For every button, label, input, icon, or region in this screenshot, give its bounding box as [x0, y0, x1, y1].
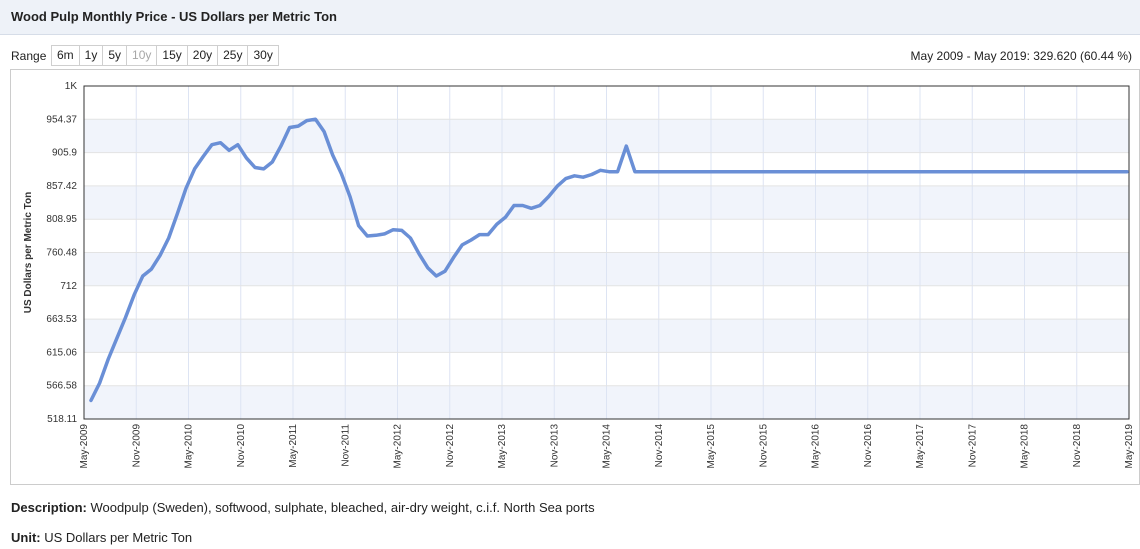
range-button-30y[interactable]: 30y — [247, 45, 279, 66]
x-tick-label: May-2017 — [915, 424, 926, 469]
y-tick-label: 712 — [60, 281, 77, 292]
unit-label: Unit: — [11, 530, 41, 545]
description-label: Description: — [11, 500, 87, 515]
x-tick-label: Nov-2010 — [236, 424, 247, 468]
y-tick-label: 663.53 — [46, 314, 77, 325]
y-tick-label: 566.58 — [46, 381, 77, 392]
x-tick-label: Nov-2015 — [758, 424, 769, 468]
range-button-1y[interactable]: 1y — [78, 45, 104, 66]
range-button-group: 6m 1y 5y 10y 15y 20y 25y 30y — [51, 45, 279, 66]
range-button-20y[interactable]: 20y — [186, 45, 219, 66]
y-tick-label: 954.37 — [46, 114, 77, 125]
x-tick-label: May-2010 — [184, 424, 195, 469]
x-tick-label: Nov-2012 — [445, 424, 456, 468]
description-text: Woodpulp (Sweden), softwood, sulphate, b… — [86, 500, 595, 515]
x-tick-label: May-2015 — [706, 424, 717, 469]
y-tick-label: 518.11 — [47, 414, 77, 425]
x-tick-label: Nov-2009 — [131, 424, 142, 468]
unit-text: US Dollars per Metric Ton — [40, 530, 193, 545]
x-tick-label: May-2011 — [288, 424, 299, 468]
chart-title: Wood Pulp Monthly Price - US Dollars per… — [11, 9, 337, 24]
range-button-15y[interactable]: 15y — [156, 45, 188, 66]
range-button-25y[interactable]: 25y — [217, 45, 249, 66]
x-tick-label: Nov-2011 — [340, 424, 351, 467]
y-axis-label: US Dollars per Metric Ton — [23, 192, 34, 314]
x-tick-label: May-2014 — [602, 424, 613, 469]
unit: Unit: US Dollars per Metric Ton — [11, 530, 192, 545]
x-tick-label: May-2009 — [79, 424, 90, 469]
line-chart: 1K 954.37 905.9 857.42 808.95 760.48 712 663.53… — [23, 81, 1135, 469]
chart-frame: 1K 954.37 905.9 857.42 808.95 760.48 712 663.53… — [10, 69, 1140, 485]
x-tick-label: May-2013 — [497, 424, 508, 469]
y-tick-label: 857.42 — [46, 181, 77, 192]
range-button-10y[interactable]: 10y — [126, 45, 158, 66]
x-tick-label: May-2018 — [1020, 424, 1031, 469]
series-line — [89, 117, 1129, 403]
y-tick-label: 1K — [65, 81, 78, 92]
x-tick-label: Nov-2016 — [863, 424, 874, 468]
x-tick-label: Nov-2017 — [967, 424, 978, 468]
range-label: Range — [11, 49, 47, 63]
range-button-6m[interactable]: 6m — [51, 45, 80, 66]
range-button-5y[interactable]: 5y — [102, 45, 128, 66]
x-tick-label: May-2016 — [811, 424, 822, 469]
y-tick-label: 760.48 — [46, 248, 77, 259]
title-bar: Wood Pulp Monthly Price - US Dollars per… — [0, 0, 1140, 35]
description: Description: Woodpulp (Sweden), softwood… — [11, 500, 595, 515]
y-tick-label: 615.06 — [46, 347, 77, 358]
x-tick-label: Nov-2014 — [654, 424, 665, 468]
plot-border — [83, 85, 1130, 420]
range-summary: May 2009 - May 2019: 329.620 (60.44 %) — [910, 49, 1132, 63]
y-tick-label: 808.95 — [46, 214, 77, 225]
x-tick-label: Nov-2013 — [549, 424, 560, 468]
x-tick-label: Nov-2018 — [1072, 424, 1083, 468]
y-tick-label: 905.9 — [52, 148, 77, 159]
x-tick-label: May-2012 — [393, 424, 404, 469]
x-tick-label: May-2019 — [1124, 424, 1135, 469]
